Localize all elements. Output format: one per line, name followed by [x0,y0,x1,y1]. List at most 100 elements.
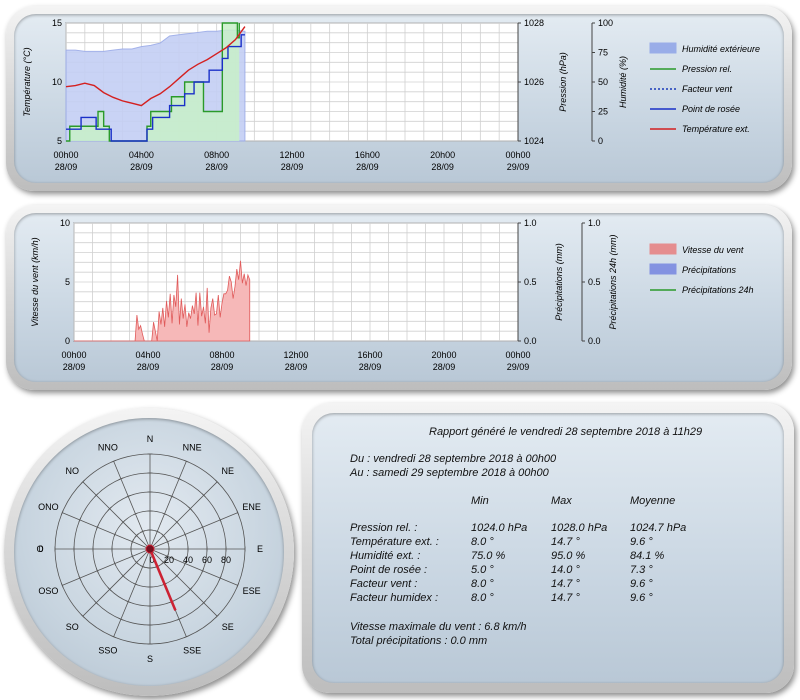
y-tick-label-right1: 1028 [524,18,544,28]
rose-tick [161,533,166,538]
report-wind-max: Vitesse maximale du vent : 6.8 km/h [350,621,527,633]
rose-tick [107,506,112,511]
rose-tick [111,459,117,463]
x-tick-label-time: 08h00 [204,150,229,160]
wind-precipitation-chart: 00h00 28/09 04h00 28/09 08h00 28/09 12h00 28/09… [30,218,754,372]
y-tick-label-right2: 0 [598,136,603,146]
rose-spoke [62,548,151,586]
rose-tick [188,506,193,511]
x-tick-label-date: 28/09 [285,362,308,372]
rose-spoke [149,481,218,550]
rose-tick [215,479,220,484]
x-tick-label-date: 28/09 [359,362,382,372]
rose-wind-needle [148,548,177,611]
y-axis-label-right1: Précipitations (mm) [554,243,564,321]
rose-tick [132,582,138,586]
rose-tick [118,477,124,481]
legend-label-facteur-vent: Facteur vent [682,84,733,94]
rose-spoke [149,548,238,586]
x-tick-label-date: 28/09 [137,362,160,372]
report-row-min: 8.0 ° [471,592,494,604]
rose-tick [132,512,138,516]
rose-tick [201,524,204,530]
report-row-max: 95.0 % [551,550,586,562]
x-tick-label-date: 28/09 [205,162,228,172]
x-tick-label-date: 29/09 [507,362,530,372]
rose-tick [113,561,117,567]
legend-swatch-precipitations [649,263,677,275]
rose-tick [188,587,193,592]
report-row-label: Facteur humidex : [350,592,439,604]
report-row-avg: 7.3 ° [630,564,653,576]
rose-direction-label: SE [222,622,234,632]
y-tick-label-right2: 50 [598,77,608,87]
rose-tick [215,614,220,619]
rose-spoke [149,548,218,617]
rose-tick [131,539,134,545]
y-tick-label-left: 10 [60,218,70,228]
report-title: Rapport généré le vendredi 28 septembre … [429,426,703,438]
rose-tick [166,539,169,545]
rose-tick [118,617,124,621]
rose-tick [121,573,126,578]
y-axis-label-left: Température (°C) [22,47,32,116]
rose-direction-label: S [147,654,153,664]
rose-tick [201,600,206,605]
rose-tick [125,600,131,603]
rose-radial-label: 60 [202,555,212,565]
rose-tick [166,553,169,559]
report-row-max: 14.7 ° [551,592,580,604]
rose-direction-label: NNE [183,442,202,452]
rose-tick [140,565,146,568]
rose-tick [96,524,99,530]
y-tick-label-right2: 25 [598,107,608,117]
y-tick-label-right2: 1.0 [588,218,601,228]
rose-radial-label: 0 [149,555,154,565]
rose-tick [94,600,99,605]
y-tick-label-right1: 0.0 [524,336,537,346]
series-area-vitesse-du-vent [74,260,251,342]
x-tick-label-time: 16h00 [357,350,382,360]
report-row-label: Température ext. : [350,536,439,548]
report-row-min: 8.0 ° [471,536,494,548]
rose-tick [236,582,240,588]
rose-direction-label: NE [222,466,235,476]
x-tick-label-date: 28/09 [63,362,86,372]
rose-tick [80,614,85,619]
y-tick-label-right2: 0.0 [588,336,601,346]
rose-tick [176,477,182,481]
rose-spoke [62,512,151,550]
rose-tick [80,479,85,484]
y-tick-label-left: 15 [52,18,62,28]
rose-tick [201,493,206,498]
rose-tick [169,495,175,498]
rose-tick [134,533,139,538]
report-row-max: 1028.0 hPa [551,522,608,534]
legend-label-precipitations-24h: Précipitations 24h [682,285,754,295]
rose-tick [111,635,117,639]
y-tick-label-right1: 0.5 [524,277,537,287]
y-axis-label-right1: Pression (hPa) [558,52,568,112]
x-tick-label-date: 28/09 [281,162,304,172]
x-tick-label-time: 16h00 [355,150,380,160]
y-tick-label-right1: 1024 [524,136,544,146]
rose-tick [134,560,139,565]
rose-tick [176,617,182,621]
report-row-label: Pression rel. : [350,522,418,534]
report-total-precip: Total précipitations : 0.0 mm [350,635,488,647]
rose-tick [78,517,82,523]
rose-tick [183,531,187,537]
report-header-min: Min [471,495,489,507]
rose-direction-label: N [147,434,154,444]
report-row-avg: 9.6 ° [630,536,653,548]
y-tick-label-right1: 1026 [524,77,544,87]
x-tick-label-date: 28/09 [433,362,456,372]
report-header-max: Max [551,495,572,507]
rose-radial-label: 40 [183,555,193,565]
report-row-max: 14.7 ° [551,578,580,590]
rose-direction-label: ONO [38,502,59,512]
report-period-to: Au : samedi 29 septembre 2018 à 00h00 [350,467,549,479]
rose-spoke [149,512,238,550]
report-row-label: Facteur vent : [350,578,418,590]
rose-direction-label: O [36,544,43,554]
